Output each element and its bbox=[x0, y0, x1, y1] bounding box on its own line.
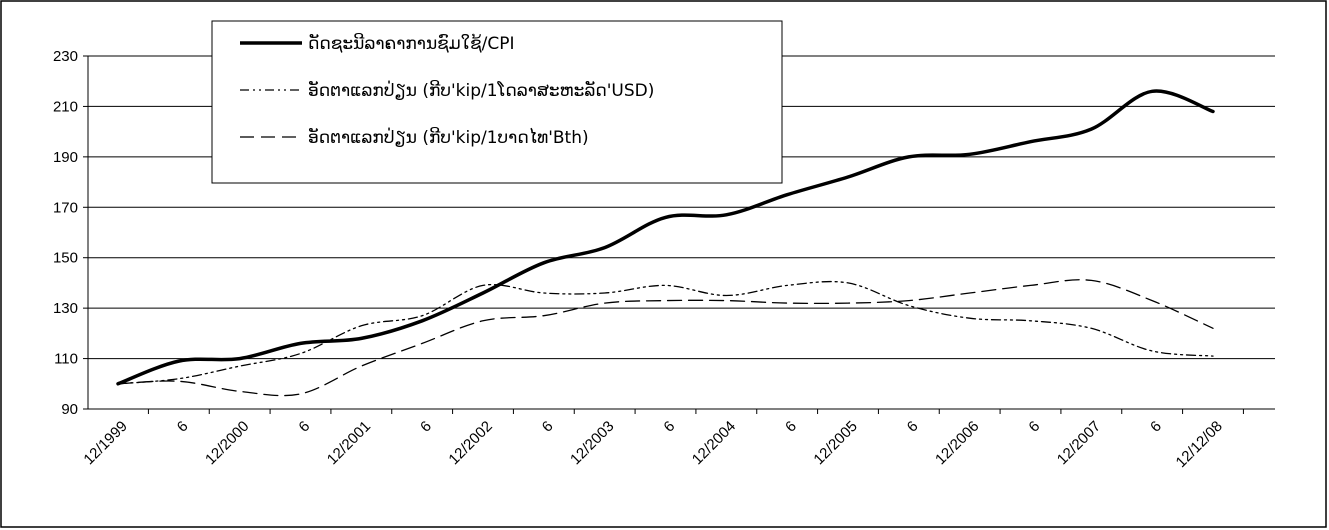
y-tick-label: 210 bbox=[53, 98, 78, 115]
series-line-3 bbox=[117, 279, 1214, 397]
y-tick-label: 230 bbox=[53, 48, 78, 65]
y-axis: 90 110 130 150 170 190 210 230 bbox=[53, 48, 89, 418]
y-tick-label: 190 bbox=[53, 149, 78, 166]
y-tick-label: 170 bbox=[53, 199, 78, 216]
legend-label-3: ອັດຕາແລກປ່ຽນ (ກີບ'kip/1ບາດໄທ'Bth) bbox=[308, 126, 589, 148]
y-tick-label: 110 bbox=[54, 351, 78, 368]
series-line-2 bbox=[117, 280, 1214, 385]
legend-label-1: ດັດຊະນີລາຄາການຊົມໃຊ້/CPI bbox=[308, 32, 515, 54]
series-line-1 bbox=[116, 89, 1215, 386]
y-tick-label: 150 bbox=[53, 250, 78, 267]
legend-box bbox=[211, 20, 783, 184]
y-tick-label: 90 bbox=[61, 401, 78, 418]
legend-label-2: ອັດຕາແລກປ່ຽນ (ກີບ'kip/1ໂດລາສະຫະລັດ'USD) bbox=[308, 79, 654, 101]
legend: ດັດຊະນີລາຄາການຊົມໃຊ້/CPI ອັດຕາແລກປ່ຽນ (ກີ… bbox=[211, 20, 783, 184]
series-lines bbox=[116, 89, 1215, 397]
y-tick-label: 130 bbox=[53, 300, 78, 317]
